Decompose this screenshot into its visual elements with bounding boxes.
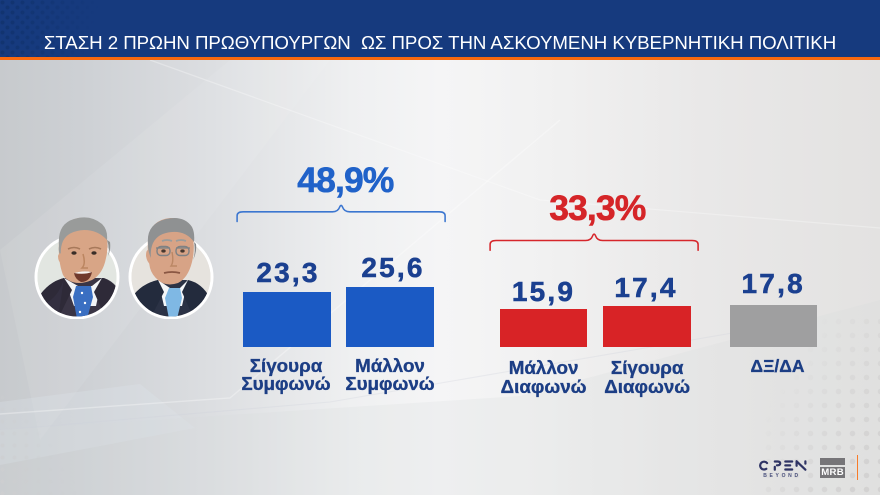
svg-text:BEYOND: BEYOND [763, 473, 801, 479]
